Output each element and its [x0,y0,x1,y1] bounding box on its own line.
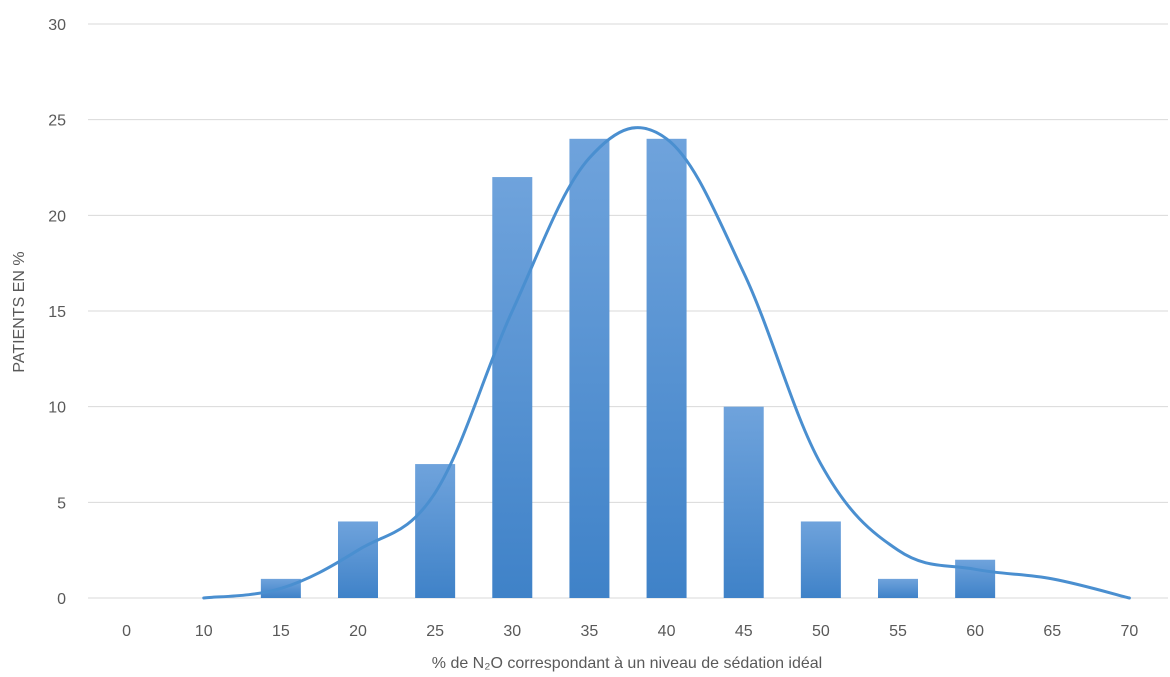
bar-50 [800,521,841,598]
x-tick-label: 60 [966,623,984,640]
x-tick-label: 10 [195,623,213,640]
y-axis-title: PATIENTS EN % [11,251,28,372]
x-tick-label: 70 [1121,623,1139,640]
x-axis-title: % de N₂O correspondant à un niveau de sé… [432,655,822,672]
x-tick-label: 50 [812,623,830,640]
bar-60 [955,559,996,598]
x-tick-label: 55 [889,623,907,640]
x-tick-label: 20 [349,623,367,640]
x-tick-label: 25 [426,623,444,640]
y-tick-label: 15 [48,304,66,321]
y-tick-label: 10 [48,400,66,417]
x-tick-label: 40 [658,623,676,640]
bar-35 [569,138,610,599]
y-tick-label: 25 [48,113,66,130]
y-tick-label: 5 [57,495,66,512]
bar-30 [492,177,533,599]
y-tick-label: 0 [57,591,66,608]
bars [260,138,996,599]
x-axis-ticks: 0 10 15 20 25 30 35 40 45 50 55 60 65 70 [122,623,1138,640]
x-tick-label: 65 [1043,623,1061,640]
x-tick-label: 35 [581,623,599,640]
x-tick-label: 45 [735,623,753,640]
bar-40 [646,138,687,599]
trend-line [202,126,1131,600]
bar-55 [878,578,918,598]
gridlines [88,23,1168,599]
bar-25 [415,464,456,598]
trend-line-layer [202,126,1131,600]
x-tick-label: 15 [272,623,290,640]
y-axis-ticks: 0 5 10 15 20 25 30 [48,17,66,608]
bar-45 [723,406,764,598]
y-tick-label: 20 [48,208,66,225]
y-tick-label: 30 [48,17,66,34]
x-tick-label: 0 [122,623,131,640]
x-tick-label: 30 [503,623,521,640]
